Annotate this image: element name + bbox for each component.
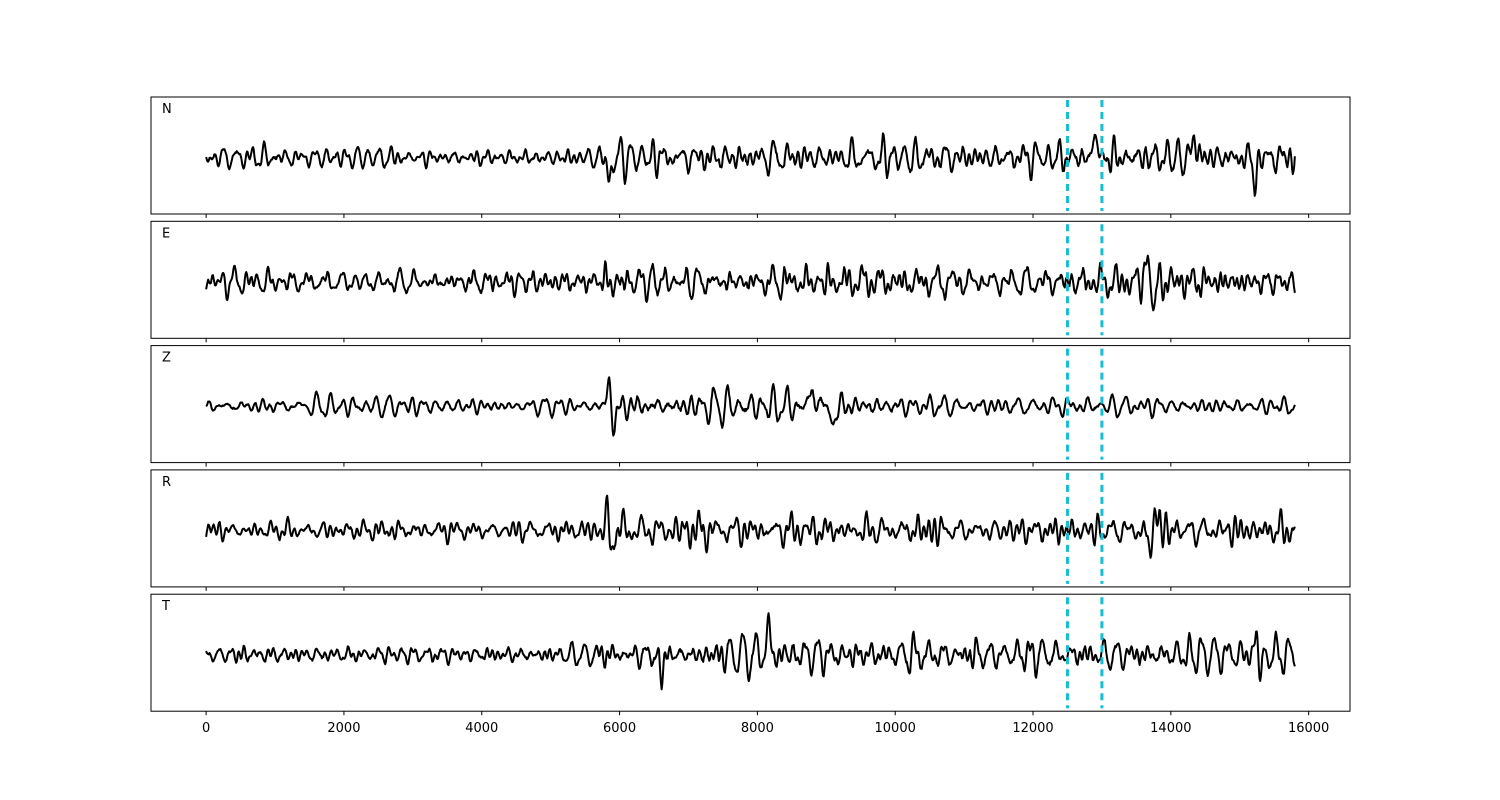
panel-frame: [150, 593, 1351, 712]
waveform-trace-n: [205, 132, 1296, 197]
panel-label: E: [162, 226, 170, 241]
x-axis: 0 2000 4000 6000 8000 10000 12000 14000 16000: [202, 721, 1329, 736]
x-tick-label: 16000: [1288, 721, 1329, 736]
panel-t: T: [150, 593, 1351, 716]
x-tick-label: 10000: [875, 721, 916, 736]
x-tick-label: 14000: [1150, 721, 1191, 736]
x-tick-label: 12000: [1012, 721, 1053, 736]
panel-label: T: [161, 599, 170, 614]
panel-label: R: [162, 475, 171, 490]
panel-frame: [150, 96, 1351, 215]
x-tick-label: 4000: [465, 721, 498, 736]
panel-n: N: [150, 96, 1351, 218]
panel-frame: [150, 469, 1351, 588]
panel-z: Z: [150, 345, 1351, 467]
panel-label: Z: [162, 351, 171, 366]
x-tick-label: 6000: [603, 721, 636, 736]
x-tick-label: 0: [202, 721, 210, 736]
panel-frame: [150, 345, 1351, 464]
panel-frame: [150, 220, 1351, 339]
panel-e: E: [150, 220, 1351, 343]
x-tick-label: 2000: [327, 721, 360, 736]
panel-label: N: [162, 102, 172, 117]
panels-group: N E Z R T: [150, 96, 1351, 716]
waveform-trace-r: [205, 494, 1296, 559]
panel-r: R: [150, 469, 1351, 591]
x-tick-label: 8000: [741, 721, 774, 736]
waveform-trace-t: [205, 612, 1296, 691]
waveform-trace-z: [205, 376, 1296, 437]
waveform-trace-e: [205, 254, 1296, 312]
